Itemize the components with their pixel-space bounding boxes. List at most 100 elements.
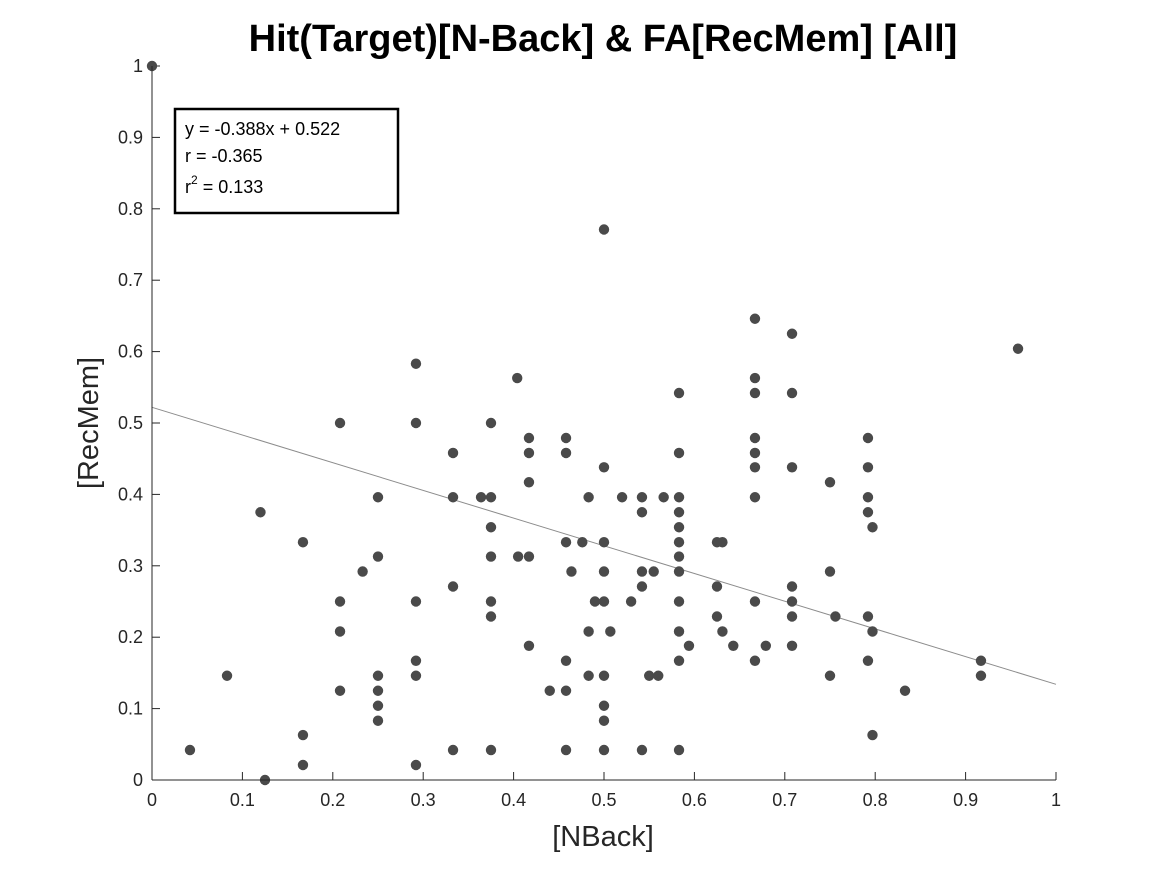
data-point	[447, 744, 459, 756]
y-tick-label: 1	[133, 56, 143, 76]
data-point	[786, 328, 798, 339]
data-point	[475, 492, 487, 503]
data-point	[410, 596, 422, 607]
data-point	[786, 387, 798, 399]
data-point	[749, 596, 761, 607]
stats-box-frame	[173, 107, 400, 215]
data-point	[577, 537, 588, 548]
data-point	[297, 537, 309, 548]
data-point	[560, 685, 572, 696]
data-point	[711, 581, 723, 592]
y-tick-label: 0.9	[118, 127, 143, 147]
stats-r: r = -0.365	[185, 146, 263, 166]
data-point	[625, 596, 637, 607]
data-point	[862, 462, 874, 473]
data-point	[589, 596, 601, 607]
data-point	[334, 685, 346, 696]
data-point	[760, 640, 772, 651]
x-tick-label: 0.4	[501, 790, 526, 810]
data-points	[146, 60, 1024, 786]
data-point	[673, 551, 685, 562]
data-point	[297, 759, 309, 771]
data-point	[560, 744, 572, 756]
y-axis-label: [RecMem]	[73, 357, 105, 489]
data-point	[598, 670, 610, 681]
data-point	[867, 522, 878, 533]
data-point	[485, 492, 497, 503]
data-point	[673, 522, 685, 533]
data-point	[605, 626, 616, 637]
data-point	[485, 522, 497, 533]
data-point	[867, 626, 878, 637]
x-tick-label: 1	[1051, 790, 1061, 810]
data-point	[717, 626, 728, 637]
data-point	[636, 566, 648, 577]
stats-r2-prefix: r	[185, 177, 191, 197]
data-point	[485, 417, 497, 429]
x-tick-label: 0.6	[682, 790, 707, 810]
data-point	[644, 670, 655, 681]
data-point	[975, 670, 987, 681]
x-tick-label: 0.9	[953, 790, 978, 810]
data-point	[786, 596, 798, 607]
data-point	[598, 744, 610, 756]
data-point	[447, 581, 459, 592]
data-point	[357, 566, 368, 577]
data-point	[786, 640, 798, 651]
data-point	[862, 507, 874, 518]
data-point	[824, 670, 836, 681]
data-point	[221, 670, 233, 681]
data-point	[410, 358, 422, 369]
data-point	[749, 432, 761, 444]
data-point	[824, 566, 836, 577]
x-axis-label: [NBack]	[552, 821, 654, 853]
y-tick-label: 0.1	[118, 699, 143, 719]
data-point	[410, 670, 422, 681]
data-point	[598, 537, 610, 548]
data-point	[583, 626, 594, 637]
data-point	[372, 551, 384, 562]
data-point	[334, 596, 346, 607]
x-tick-label: 0	[147, 790, 157, 810]
data-point	[598, 700, 610, 711]
stats-r-squared: r2 = 0.133	[185, 173, 263, 197]
data-point	[297, 729, 309, 741]
data-point	[485, 551, 497, 562]
data-point	[749, 655, 761, 666]
data-point	[616, 492, 628, 503]
data-point	[673, 537, 685, 548]
data-point	[485, 744, 497, 756]
data-point	[786, 581, 798, 592]
data-point	[673, 387, 685, 399]
data-point	[648, 566, 659, 577]
data-point	[598, 715, 610, 726]
data-point	[598, 596, 610, 607]
data-point	[673, 655, 685, 666]
data-point	[184, 744, 196, 756]
data-point	[523, 551, 535, 562]
data-point	[583, 492, 594, 503]
data-point	[255, 507, 266, 518]
data-point	[485, 596, 497, 607]
y-tick-label: 0.5	[118, 413, 143, 433]
data-point	[862, 611, 874, 622]
x-tick-label: 0.2	[320, 790, 345, 810]
y-tick-label: 0.8	[118, 199, 143, 219]
data-point	[523, 432, 535, 444]
data-point	[636, 507, 648, 518]
data-point	[673, 447, 685, 459]
data-point	[544, 685, 555, 696]
data-point	[862, 492, 874, 503]
data-point	[485, 611, 497, 622]
data-point	[658, 492, 669, 503]
data-point	[334, 626, 346, 637]
axis-ticks: 0 0.1 0.2 0.3 0.4 0.5 0.6 0.7 0.8 0.9 1 0 0.1 0.2 0.3 0…	[118, 56, 1061, 810]
x-tick-label: 0.7	[772, 790, 797, 810]
data-point	[717, 537, 728, 548]
data-point	[372, 700, 384, 711]
data-point	[673, 566, 685, 577]
stats-equation: y = -0.388x + 0.522	[185, 119, 340, 139]
data-point	[560, 447, 572, 459]
x-tick-label: 0.3	[411, 790, 436, 810]
data-point	[447, 447, 459, 459]
